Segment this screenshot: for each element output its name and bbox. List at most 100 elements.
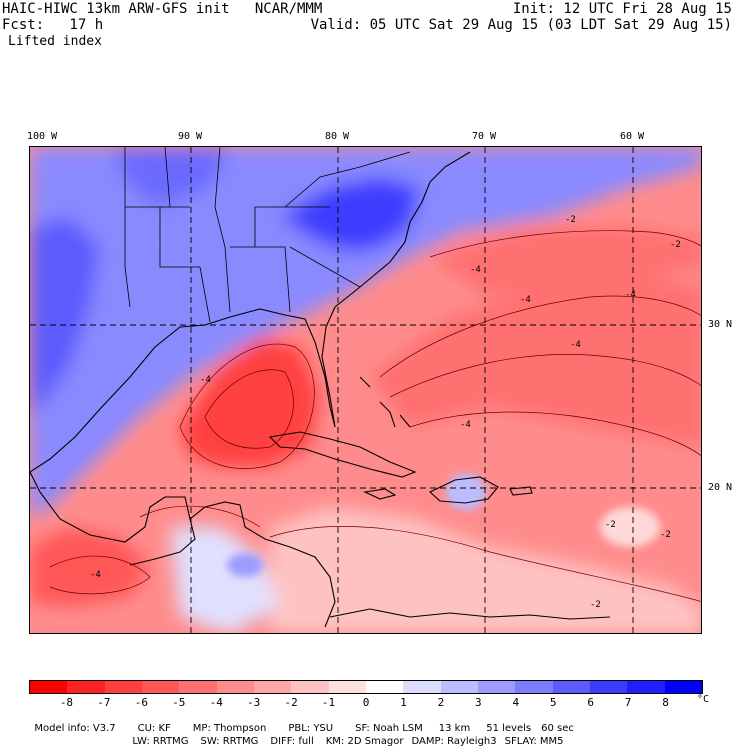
contour-label: -2 <box>660 530 671 540</box>
warm-band-east <box>370 277 701 447</box>
contour-label: -4 <box>90 570 101 580</box>
footer-damp: DAMP: Rayleigh3 <box>411 736 497 747</box>
lon-label-80w: 80 W <box>324 131 350 142</box>
footer-levels: 51 levels <box>486 723 532 734</box>
colorbar-segment <box>627 681 665 693</box>
colorbar-segment <box>477 681 516 693</box>
colorbar-segment <box>664 681 702 693</box>
mexico-coast <box>30 471 196 566</box>
footer-cu: CU: KF <box>137 723 171 734</box>
stable-blob-honduras <box>227 553 263 577</box>
colorbar-tick-label: 4 <box>512 696 520 709</box>
footer-timestep: 60 sec <box>541 723 574 734</box>
forecast-hour: Fcst: 17 h <box>2 17 104 33</box>
contour-label: -2 <box>565 215 576 225</box>
contour-label: -2 <box>670 240 681 250</box>
colorbar-segment <box>141 681 180 693</box>
bahamas <box>359 376 411 428</box>
lat-label-20n: 20 N <box>708 482 733 493</box>
colorbar-segment <box>365 681 404 693</box>
colorbar-tick-label: 6 <box>587 696 594 709</box>
colorbar-segment <box>589 681 628 693</box>
stable-blob-se-atlantic <box>600 507 660 547</box>
footer-sf: SF: Noah LSM <box>355 723 423 734</box>
hispaniola <box>429 476 499 504</box>
footer-pbl: PBL: YSU <box>288 723 334 734</box>
contour-label: -2 <box>605 520 616 530</box>
colorbar-segment <box>515 681 553 693</box>
lat-lon-grid <box>30 147 701 633</box>
field-name: Lifted index <box>8 34 102 49</box>
lon-label-60w: 60 W <box>619 131 645 142</box>
colorbar-unit: °C <box>697 694 710 705</box>
colorbar-segment <box>253 681 292 693</box>
footer-line-2: LW: RRTMG SW: RRTMG DIFF: full KM: 2D Smago… <box>126 725 564 747</box>
contour-label-group: -4 -4 -4 -4 -2 -2 -2 -4 -4 -2 -2 -4 <box>90 215 681 610</box>
lon-label-100w: 100 W <box>26 131 58 142</box>
colorbar-tick-label: -1 <box>321 696 336 709</box>
colorbar-segment <box>291 681 329 693</box>
lat-label-30n: 30 N <box>708 319 733 330</box>
colorbar-segment <box>403 681 441 693</box>
colorbar-tick-label: 1 <box>400 696 407 709</box>
yucatan-central-america <box>189 501 336 628</box>
contour-label: -4 <box>570 340 581 350</box>
south-america-coast <box>329 608 611 620</box>
colorbar-segment <box>179 681 217 693</box>
colorbar-segment <box>104 681 142 693</box>
contour-lines <box>49 230 701 602</box>
footer-line-1: Model info: V3.7 CU: KF MP: Thompson PBL: Y… <box>28 712 574 734</box>
lon-label-70w: 70 W <box>471 131 497 142</box>
lifted-index-map: -4 -4 -4 -4 -2 -2 -2 -4 -4 -2 -2 -4 <box>29 146 702 634</box>
contour-label: -4 <box>470 265 481 275</box>
colorbar-segment <box>216 681 254 693</box>
cuba <box>268 431 417 478</box>
contour-label: -4 <box>625 290 636 300</box>
model-title: HAIC-HIWC 13km ARW-GFS init NCAR/MMM <box>2 1 323 17</box>
colorbar-tick-label: -8 <box>59 696 74 709</box>
jamaica <box>363 488 397 500</box>
weak-region-central-america <box>170 527 280 633</box>
stable-core-texas <box>30 217 100 417</box>
stable-core-plains <box>110 147 230 207</box>
footer-km: KM: 2D Smagor <box>325 736 404 747</box>
contour-label: -4 <box>520 295 531 305</box>
footer-diff: DIFF: full <box>270 736 314 747</box>
colorbar-tick-label: -5 <box>172 696 186 709</box>
colorbar-segment <box>30 681 68 693</box>
unstable-core-west <box>30 527 150 607</box>
map-graphic: -4 -4 -4 -4 -2 -2 -2 -4 -4 -2 -2 -4 <box>30 147 701 633</box>
state-boundaries <box>124 147 411 323</box>
colorbar-segment <box>552 681 590 693</box>
colorbar-tick-label: -2 <box>284 696 298 709</box>
valid-time: Valid: 05 UTC Sat 29 Aug 15 (03 LDT Sat … <box>310 17 732 33</box>
footer-sflay: SFLAY: MM5 <box>504 736 564 747</box>
colorbar-tick-label: -4 <box>209 696 223 709</box>
stable-core-carolinas <box>280 177 420 252</box>
colorbar-segment <box>67 681 105 693</box>
contour-label: -2 <box>590 600 601 610</box>
footer-resolution: 13 km <box>438 723 471 734</box>
stable-blob-hispaniola <box>446 474 486 510</box>
gulf-coast <box>30 151 471 473</box>
colorbar-tick-label: 3 <box>475 696 482 709</box>
colorbar-segment <box>328 681 366 693</box>
footer-mp: MP: Thompson <box>192 723 267 734</box>
colorbar <box>29 680 703 694</box>
warm-band-atlantic <box>430 227 701 297</box>
stable-region-north <box>30 147 701 517</box>
colorbar-tick-label: 8 <box>662 696 669 709</box>
contour-label: -4 <box>460 420 471 430</box>
colorbar-tick-label: 7 <box>624 696 632 709</box>
contour-label: -4 <box>200 375 211 385</box>
lon-label-90w: 90 W <box>177 131 203 142</box>
colorbar-segment <box>440 681 478 693</box>
footer-model-info: Model info: V3.7 <box>34 723 116 734</box>
colorbar-tick-label: -3 <box>247 696 261 709</box>
colorbar-tick-label: 0 <box>362 696 370 709</box>
colorbar-tick-label: 5 <box>549 696 557 709</box>
colorbar-tick-label: 2 <box>437 696 445 709</box>
colorbar-tick-label: -6 <box>134 696 148 709</box>
init-time: Init: 12 UTC Fri 28 Aug 15 <box>512 1 732 17</box>
footer-sw: SW: RRTMG <box>200 736 259 747</box>
